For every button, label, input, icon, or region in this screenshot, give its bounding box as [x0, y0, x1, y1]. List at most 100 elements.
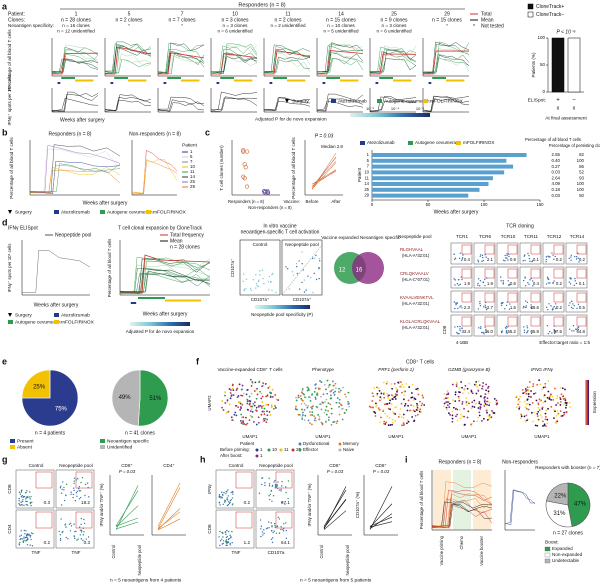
cell-illustration — [572, 303, 574, 305]
cell-illustration — [250, 392, 253, 395]
cell-illustration — [257, 280, 260, 283]
total-illustration — [211, 53, 258, 75]
label: 2.1 — [487, 257, 494, 262]
cell-illustration — [231, 387, 234, 390]
cell-illustration — [547, 407, 549, 410]
cell-illustration — [548, 397, 551, 400]
cell-illustration — [457, 332, 459, 335]
cell-illustration — [228, 403, 231, 406]
cell-illustration — [248, 419, 251, 422]
trace-illustration — [431, 504, 493, 529]
cell-illustration — [338, 401, 341, 404]
axis — [422, 88, 469, 113]
gate — [461, 268, 472, 279]
cell-illustration — [383, 391, 385, 394]
box — [542, 242, 565, 265]
trace-illustration — [157, 99, 205, 111]
cell-illustration — [263, 529, 265, 531]
cell-illustration — [232, 389, 235, 392]
cell-illustration — [485, 408, 488, 411]
cell-illustration — [232, 394, 235, 397]
box — [450, 314, 473, 337]
cell-illustration — [70, 491, 72, 493]
cell-illustration — [82, 539, 84, 542]
cell-illustration — [525, 390, 527, 393]
cell-illustration — [453, 301, 456, 303]
cell-illustration — [453, 278, 455, 280]
trace-illustration — [210, 91, 258, 112]
cell-illustration — [251, 382, 254, 385]
label: 82 — [579, 152, 584, 157]
cell-illustration — [259, 270, 261, 272]
cell-illustration — [506, 301, 509, 303]
cell-illustration — [82, 534, 85, 536]
cell-illustration — [249, 410, 252, 413]
cell-illustration — [505, 331, 508, 333]
cell-illustration — [240, 422, 243, 424]
cell-illustration — [529, 260, 531, 263]
gate — [530, 268, 541, 279]
cell-illustration — [500, 304, 503, 307]
cell-illustration — [484, 393, 487, 396]
cell-illustration — [460, 276, 462, 278]
cell-illustration — [549, 282, 551, 284]
panel-label: h — [200, 454, 206, 464]
label: CD8⁺ T cells — [406, 359, 435, 365]
cell-illustration — [245, 423, 247, 426]
cell-illustration — [218, 501, 221, 504]
cell-illustration — [523, 331, 526, 334]
cell-illustration — [285, 266, 287, 268]
cell-illustration — [249, 378, 252, 381]
pair-illustration — [311, 170, 337, 187]
cell-illustration — [26, 544, 29, 546]
cell-illustration — [545, 409, 548, 412]
cell-illustration — [315, 383, 317, 386]
cell-illustration — [285, 491, 287, 494]
cell-illustration — [486, 397, 489, 400]
cell-illustration — [271, 541, 274, 544]
cell-illustration — [268, 485, 271, 487]
cell-illustration — [518, 400, 521, 403]
cell-illustration — [29, 498, 31, 500]
cell-illustration — [240, 388, 243, 391]
cell-illustration — [493, 397, 496, 400]
cell-illustration — [243, 289, 245, 292]
label: TCR12 — [547, 234, 562, 239]
cell-illustration — [547, 332, 549, 335]
cell-illustration — [380, 392, 383, 395]
trace-illustration — [131, 160, 178, 195]
cell-illustration — [314, 398, 317, 400]
cell-illustration — [228, 501, 230, 503]
cell-illustration — [411, 416, 414, 418]
cell-illustration — [226, 499, 229, 501]
label: 0.2 — [44, 540, 51, 545]
cell-illustration — [79, 490, 82, 492]
cell-illustration — [312, 405, 315, 408]
cell-illustration — [25, 534, 28, 537]
label: 0.2 — [244, 500, 251, 505]
cell-illustration — [260, 535, 262, 538]
cell-illustration — [556, 394, 559, 397]
cell-illustration — [371, 406, 374, 409]
cell-illustration — [231, 542, 233, 544]
cell-illustration — [458, 278, 460, 281]
bar — [372, 176, 493, 181]
treatment-bar — [216, 82, 220, 84]
cell-illustration — [374, 402, 377, 405]
label: 14 — [190, 174, 195, 179]
trace-illustration — [51, 44, 99, 74]
cell-illustration — [443, 398, 446, 401]
cell-illustration — [562, 398, 565, 400]
cell-illustration — [276, 525, 279, 527]
cell-illustration — [26, 495, 28, 498]
trace-illustration — [210, 97, 258, 112]
label: 10 — [232, 11, 238, 17]
cell-illustration — [462, 392, 464, 395]
cell-illustration — [461, 401, 464, 403]
cell-illustration — [268, 411, 271, 413]
trace-illustration — [29, 144, 121, 193]
trace-illustration — [119, 261, 211, 293]
cell-illustration — [326, 392, 329, 395]
cell-illustration — [21, 504, 23, 506]
cell-illustration — [422, 396, 425, 399]
